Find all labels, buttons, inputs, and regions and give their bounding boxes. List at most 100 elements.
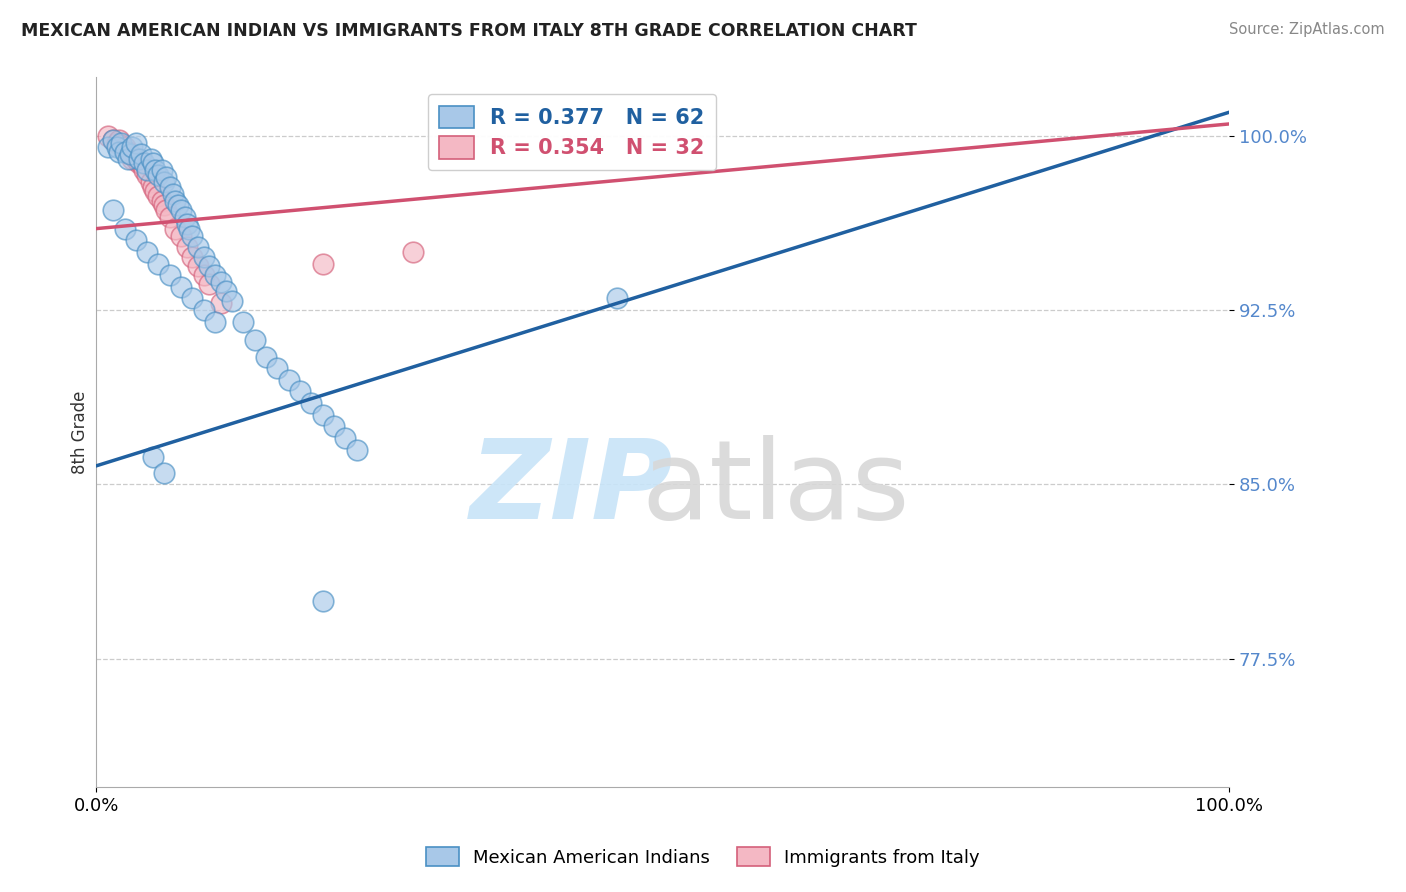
Point (143, 163, 166, 178)
Point (125, 152, 148, 166)
Point (128, 152, 150, 166)
Point (96, 140, 118, 154)
Point (125, 233, 148, 247)
Point (176, 217, 198, 231)
Point (198, 277, 221, 292)
Point (131, 156, 153, 170)
Point (150, 194, 173, 208)
Point (105, 140, 128, 154)
Point (254, 350, 277, 364)
Point (108, 133, 131, 147)
Point (346, 442, 368, 457)
Point (312, 256, 335, 270)
Text: MEXICAN AMERICAN INDIAN VS IMMIGRANTS FROM ITALY 8TH GRADE CORRELATION CHART: MEXICAN AMERICAN INDIAN VS IMMIGRANTS FR… (21, 22, 917, 40)
Point (132, 156, 155, 170)
Point (193, 250, 215, 264)
Point (148, 256, 170, 270)
Y-axis label: 8th Grade: 8th Grade (72, 391, 89, 474)
Point (177, 221, 200, 235)
Point (117, 145, 139, 159)
Point (143, 185, 166, 199)
Point (187, 259, 209, 273)
Point (221, 293, 243, 308)
Point (176, 240, 198, 254)
Point (170, 202, 193, 217)
Point (170, 228, 193, 243)
Point (132, 163, 155, 178)
Point (215, 285, 238, 299)
Point (198, 259, 221, 273)
Point (232, 315, 254, 329)
Point (110, 136, 132, 150)
Point (335, 431, 357, 445)
Point (159, 268, 181, 282)
Point (159, 179, 181, 194)
Point (173, 210, 195, 224)
Point (136, 163, 159, 178)
Point (204, 268, 226, 282)
Point (114, 221, 136, 235)
Point (142, 179, 165, 194)
Point (153, 198, 176, 212)
Point (101, 133, 124, 147)
Point (312, 408, 335, 422)
Point (121, 140, 143, 154)
Point (114, 140, 136, 154)
Point (110, 137, 132, 152)
Point (153, 466, 176, 480)
Point (277, 373, 299, 387)
Point (139, 152, 162, 166)
Point (117, 152, 139, 166)
Text: ZIP: ZIP (470, 435, 673, 542)
Point (402, 244, 425, 259)
Point (266, 361, 288, 376)
Point (142, 450, 165, 464)
Point (243, 333, 266, 347)
Point (108, 145, 131, 159)
Point (209, 275, 232, 289)
Legend: R = 0.377   N = 62, R = 0.354   N = 32: R = 0.377 N = 62, R = 0.354 N = 32 (427, 95, 716, 170)
Point (142, 156, 165, 170)
Point (101, 133, 124, 147)
Point (150, 163, 173, 178)
Point (193, 303, 215, 318)
Point (181, 250, 204, 264)
Point (139, 175, 162, 189)
Text: Source: ZipAtlas.com: Source: ZipAtlas.com (1229, 22, 1385, 37)
Point (131, 147, 153, 161)
Point (136, 168, 159, 182)
Point (204, 315, 226, 329)
Point (125, 136, 148, 150)
Point (606, 292, 628, 306)
Point (155, 202, 177, 217)
Point (209, 296, 232, 310)
Point (193, 268, 215, 282)
Point (120, 147, 142, 161)
Point (153, 175, 176, 189)
Point (312, 594, 335, 608)
Point (136, 244, 159, 259)
Point (187, 240, 209, 254)
Point (299, 396, 322, 410)
Point (96, 128, 118, 143)
Point (162, 186, 184, 201)
Point (166, 198, 188, 212)
Point (170, 279, 193, 293)
Point (288, 384, 311, 399)
Point (120, 147, 142, 161)
Text: atlas: atlas (641, 435, 910, 542)
Point (159, 210, 181, 224)
Point (101, 202, 124, 217)
Point (181, 292, 204, 306)
Point (128, 156, 150, 170)
Point (105, 136, 128, 150)
Point (148, 189, 170, 203)
Point (165, 194, 187, 208)
Point (121, 152, 143, 166)
Point (323, 419, 346, 434)
Point (148, 168, 170, 182)
Legend: Mexican American Indians, Immigrants from Italy: Mexican American Indians, Immigrants fro… (419, 840, 987, 874)
Point (155, 170, 177, 185)
Point (165, 221, 187, 235)
Point (181, 228, 204, 243)
